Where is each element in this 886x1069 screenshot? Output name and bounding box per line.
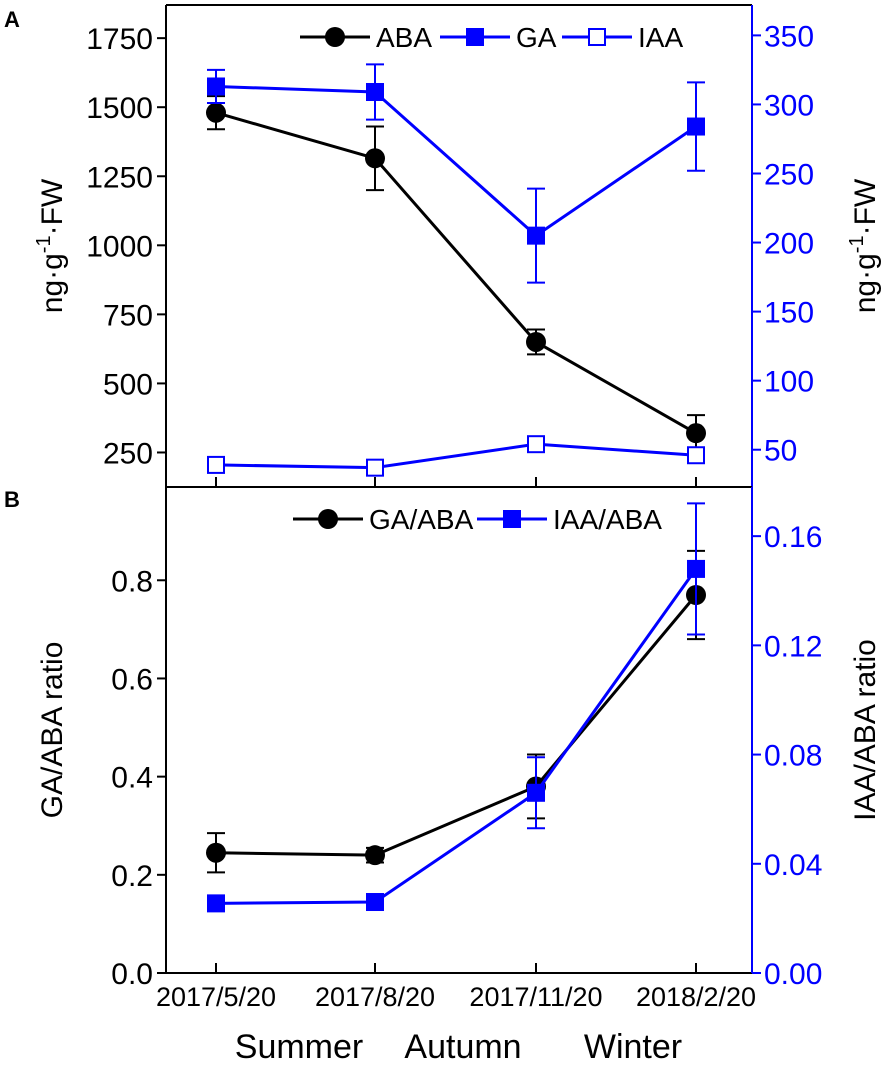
series-aba: [206, 95, 706, 453]
legend-item-iaa: IAA: [562, 22, 683, 53]
panel-b: B 0.0 0.2 0.4 0.6 0.8 0.00 0.04 0.08 0.12 0.16 GA/A…: [4, 486, 882, 991]
data-point: [687, 559, 705, 578]
data-point: [207, 77, 225, 96]
y-right-tick-label: 0.04: [764, 849, 822, 882]
series-line: [215, 111, 697, 435]
data-point: [686, 423, 706, 444]
y-right-tick-label: 150: [764, 297, 814, 330]
y-right-title: ng·g-1·FW: [846, 178, 882, 313]
data-point: [687, 446, 705, 465]
data-point: [366, 458, 384, 477]
legend-label: IAA/ABA: [553, 504, 662, 535]
x-tick-label: 2017/11/20: [469, 982, 602, 1012]
y-right-title: IAA/ABA ratio: [849, 639, 882, 821]
data-point: [527, 783, 545, 802]
legend-item-ga: GA: [440, 22, 557, 53]
series-ga: [207, 63, 705, 284]
x-tick-label: 2017/8/20: [315, 982, 435, 1012]
legend-item-ga-aba: GA/ABA: [293, 504, 474, 535]
season-label: Summer: [235, 1028, 363, 1066]
legend-item-aba: ABA: [300, 22, 432, 53]
y-right-tick-label: 0.12: [764, 630, 822, 663]
y-right-tick-label: 250: [764, 158, 814, 191]
y-left-tick-label: 1000: [86, 230, 153, 263]
legend-marker: [318, 509, 338, 529]
legend-item-iaa-aba: IAA/ABA: [477, 504, 662, 535]
series-line: [215, 568, 698, 905]
y-right-tick-label: 0.08: [764, 740, 822, 773]
y-left-tick-label: 0.2: [111, 860, 153, 893]
y-left-tick-label: 1750: [86, 23, 153, 56]
y-left-tick-label: 1250: [86, 161, 153, 194]
season-label: Winter: [584, 1028, 682, 1066]
y-right-tick-label: 300: [764, 89, 814, 122]
y-right-tick-label: 100: [764, 366, 814, 399]
data-point: [527, 435, 545, 454]
data-point: [365, 148, 385, 169]
data-point: [365, 845, 385, 866]
y-left-tick-label: 750: [103, 299, 153, 332]
data-point: [687, 117, 705, 136]
data-point: [527, 226, 545, 245]
panel-letter-a: A: [4, 7, 20, 32]
y-left-tick-label: 0.6: [111, 663, 153, 696]
legend-marker: [466, 28, 484, 46]
y-right-tick-label: 200: [764, 228, 814, 261]
data-point: [206, 842, 226, 863]
legend-label: IAA: [638, 22, 683, 53]
x-tick-label: 2017/5/20: [156, 982, 276, 1012]
season-label: Autumn: [404, 1028, 521, 1066]
legend-label: GA: [516, 22, 557, 53]
panel-letter-b: B: [4, 487, 20, 512]
series-iaa-aba: [207, 502, 705, 913]
y-left-title: GA/ABA ratio: [36, 642, 69, 819]
panel-a: A 250 500 750 1000 1250 1500 1750 50 100 150 200 250…: [4, 4, 882, 488]
y-right-tick-label: 0.00: [764, 958, 822, 991]
y-left-tick-label: 500: [103, 368, 153, 401]
y-left-tick-label: 0.8: [111, 565, 153, 598]
data-point: [366, 83, 384, 102]
x-tick-label: 2018/2/20: [636, 982, 756, 1012]
legend-label: ABA: [376, 22, 432, 53]
legend-marker: [325, 27, 345, 47]
series-iaa: [207, 435, 705, 477]
data-point: [366, 893, 384, 912]
legend-label: GA/ABA: [369, 504, 474, 535]
data-point: [526, 331, 546, 352]
y-left-tick-label: 1500: [86, 92, 153, 125]
data-point: [207, 894, 225, 913]
series-line: [215, 594, 698, 857]
y-right-tick-label: 50: [764, 435, 797, 468]
y-left-tick-label: 250: [103, 437, 153, 470]
data-point: [206, 102, 226, 123]
y-right-tick-label: 0.16: [764, 521, 822, 554]
series-line: [215, 84, 697, 238]
series-line: [215, 442, 697, 470]
data-point: [207, 455, 225, 474]
y-right-tick-label: 350: [764, 20, 814, 53]
legend-marker: [588, 28, 606, 46]
y-left-title: ng·g-1·FW: [33, 178, 69, 313]
y-left-tick-label: 0.4: [111, 762, 153, 795]
y-left-tick-label: 0.0: [111, 958, 153, 991]
legend-marker: [503, 510, 521, 528]
